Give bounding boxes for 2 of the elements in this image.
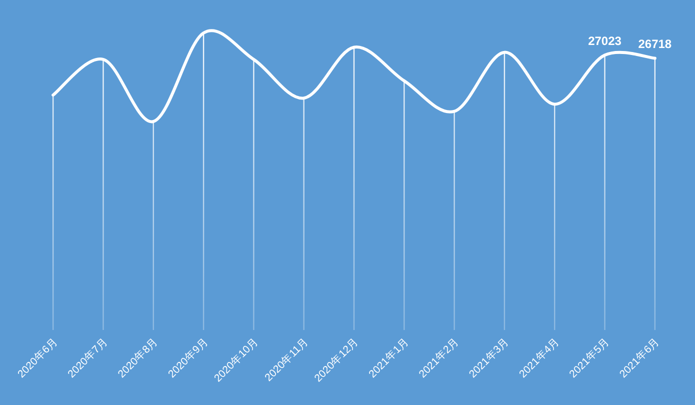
data-label: 27023: [588, 34, 622, 48]
data-label: 26718: [638, 37, 672, 52]
